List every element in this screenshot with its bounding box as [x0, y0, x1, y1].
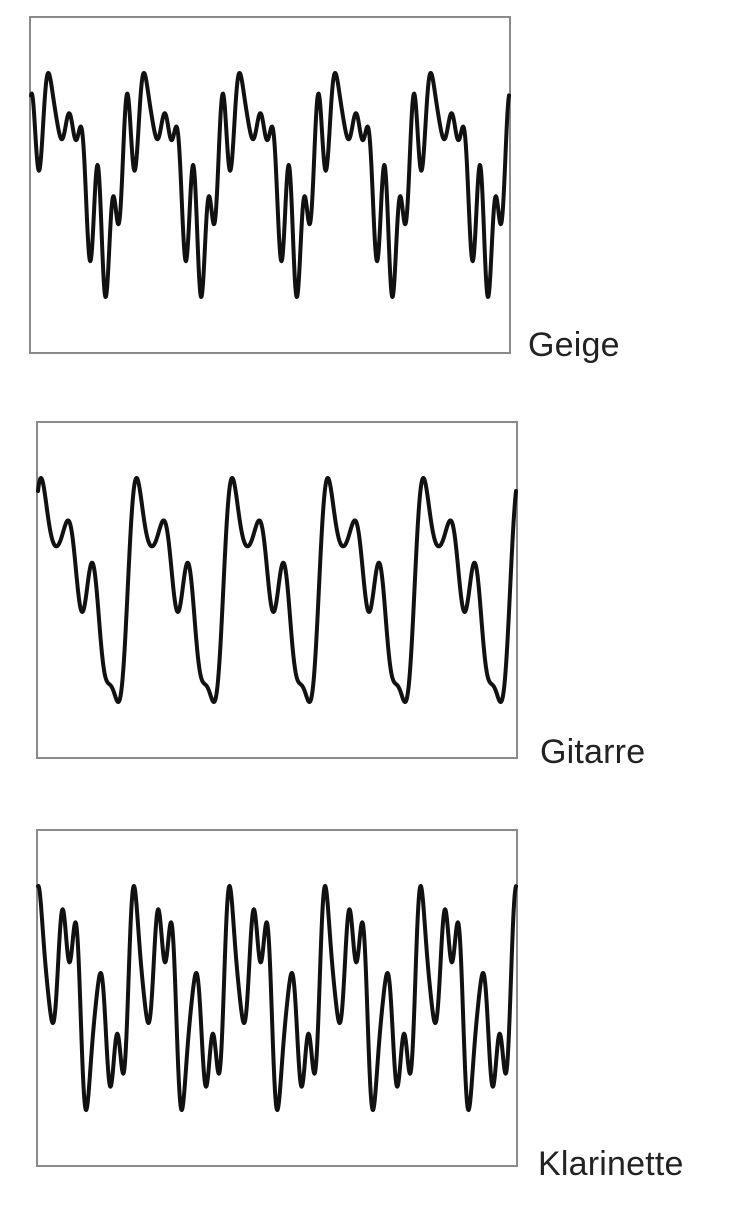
- clarinet-label: Klarinette: [538, 1145, 684, 1183]
- clarinet-waveform-panel: [36, 829, 518, 1167]
- guitar-waveform-line: [36, 476, 518, 704]
- guitar-label: Gitarre: [540, 733, 646, 771]
- violin-label: Geige: [528, 326, 620, 364]
- guitar-waveform-panel: [36, 421, 518, 759]
- clarinet-waveform-plot: [36, 884, 518, 1112]
- clarinet-waveform-line: [36, 884, 518, 1112]
- violin-waveform-panel: [29, 16, 511, 354]
- violin-waveform-plot: [29, 71, 511, 299]
- violin-waveform-line: [29, 71, 511, 299]
- guitar-waveform-plot: [36, 476, 518, 704]
